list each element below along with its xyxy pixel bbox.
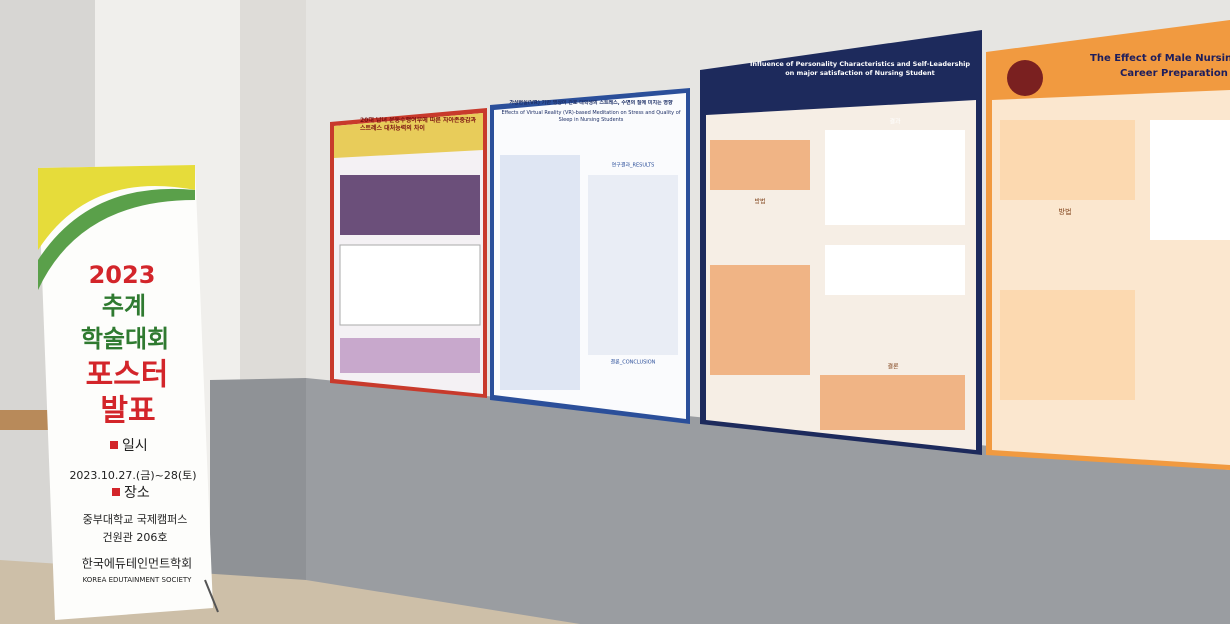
section-heading: 결론	[887, 363, 899, 371]
poster-table	[825, 245, 965, 295]
poster-title: 가상현실(VR) 기반 명상이 간호 대학생의 스트레스, 수면의 질에 미치는…	[509, 100, 673, 106]
poster-block	[710, 265, 810, 375]
banner-society: 한국에듀테인먼트학회	[82, 557, 192, 571]
poster-column	[588, 175, 678, 355]
desk	[0, 410, 50, 430]
poster-title-wrap: 가상현실(VR) 기반 명상이 간호 대학생의 스트레스, 수면의 질에 미치는…	[500, 100, 682, 124]
poster-title-box: Influence of Personality Characteristics…	[749, 60, 970, 77]
banner-text: 추계	[102, 292, 146, 320]
poster-title: The Effect of Male Nursing	[1090, 53, 1230, 64]
banner-text: 발표	[100, 394, 155, 429]
poster-table	[1150, 120, 1230, 240]
section-heading: 방법	[754, 198, 765, 206]
section-heading: 결론_CONCLUSION	[611, 359, 656, 366]
banner-text: 학술대회	[81, 325, 169, 353]
poster-header	[334, 113, 483, 158]
banner-year: 2023	[89, 261, 156, 289]
poster-block	[1000, 120, 1135, 200]
lower-wall-side	[210, 378, 306, 590]
poster-block	[820, 375, 965, 430]
poster-title-box: 가상현실(VR) 기반 명상이 간호 대학생의 스트레스, 수면의 질에 미치는…	[500, 100, 682, 124]
poster-table	[339, 244, 481, 326]
poster-title-box: 20대 남녀 운동수행여부에 따른 자아존중감과 스트레스 대처능력의 차이	[360, 117, 477, 132]
banner-society-en: KOREA EDUTAINMENT SOCIETY	[83, 576, 193, 584]
banner-stand	[204, 579, 219, 613]
poster-column	[500, 155, 580, 390]
logo	[1007, 60, 1043, 96]
poster-subtitle: Effects of Virtual Reality (VR)-based Me…	[501, 110, 681, 123]
poster-block	[340, 338, 480, 373]
lower-wall	[306, 378, 1230, 624]
bullet	[110, 441, 118, 449]
banner-swoosh	[38, 188, 195, 290]
section-heading: 결과	[889, 118, 901, 126]
poster-title: 20대 남녀 운동수행여부에 따른 자아존중감과 스트레스 대처능력의 차이	[360, 117, 477, 132]
section-heading: 연구결과_RESULTS	[612, 162, 655, 169]
poster-block	[1000, 290, 1135, 400]
banner-place: 중부대학교 국제캠퍼스	[83, 513, 188, 526]
banner-swoosh	[38, 165, 195, 250]
poster-table	[825, 130, 965, 225]
banner-place: 건원관 206호	[103, 531, 168, 544]
bullet	[112, 488, 120, 496]
poster-subtitle: Career Preparation	[1120, 68, 1228, 79]
section-heading: 방법	[1059, 207, 1072, 216]
poster-block	[710, 140, 810, 190]
banner-label: 장소	[124, 485, 150, 501]
banner-text: 포스터	[86, 358, 169, 393]
banner	[38, 165, 213, 620]
banner-date: 2023.10.27.(금)~28(토)	[69, 469, 196, 482]
poster-title: Influence of Personality Characteristics…	[749, 60, 970, 77]
poster-block	[340, 175, 480, 235]
banner-label: 일시	[122, 438, 148, 454]
